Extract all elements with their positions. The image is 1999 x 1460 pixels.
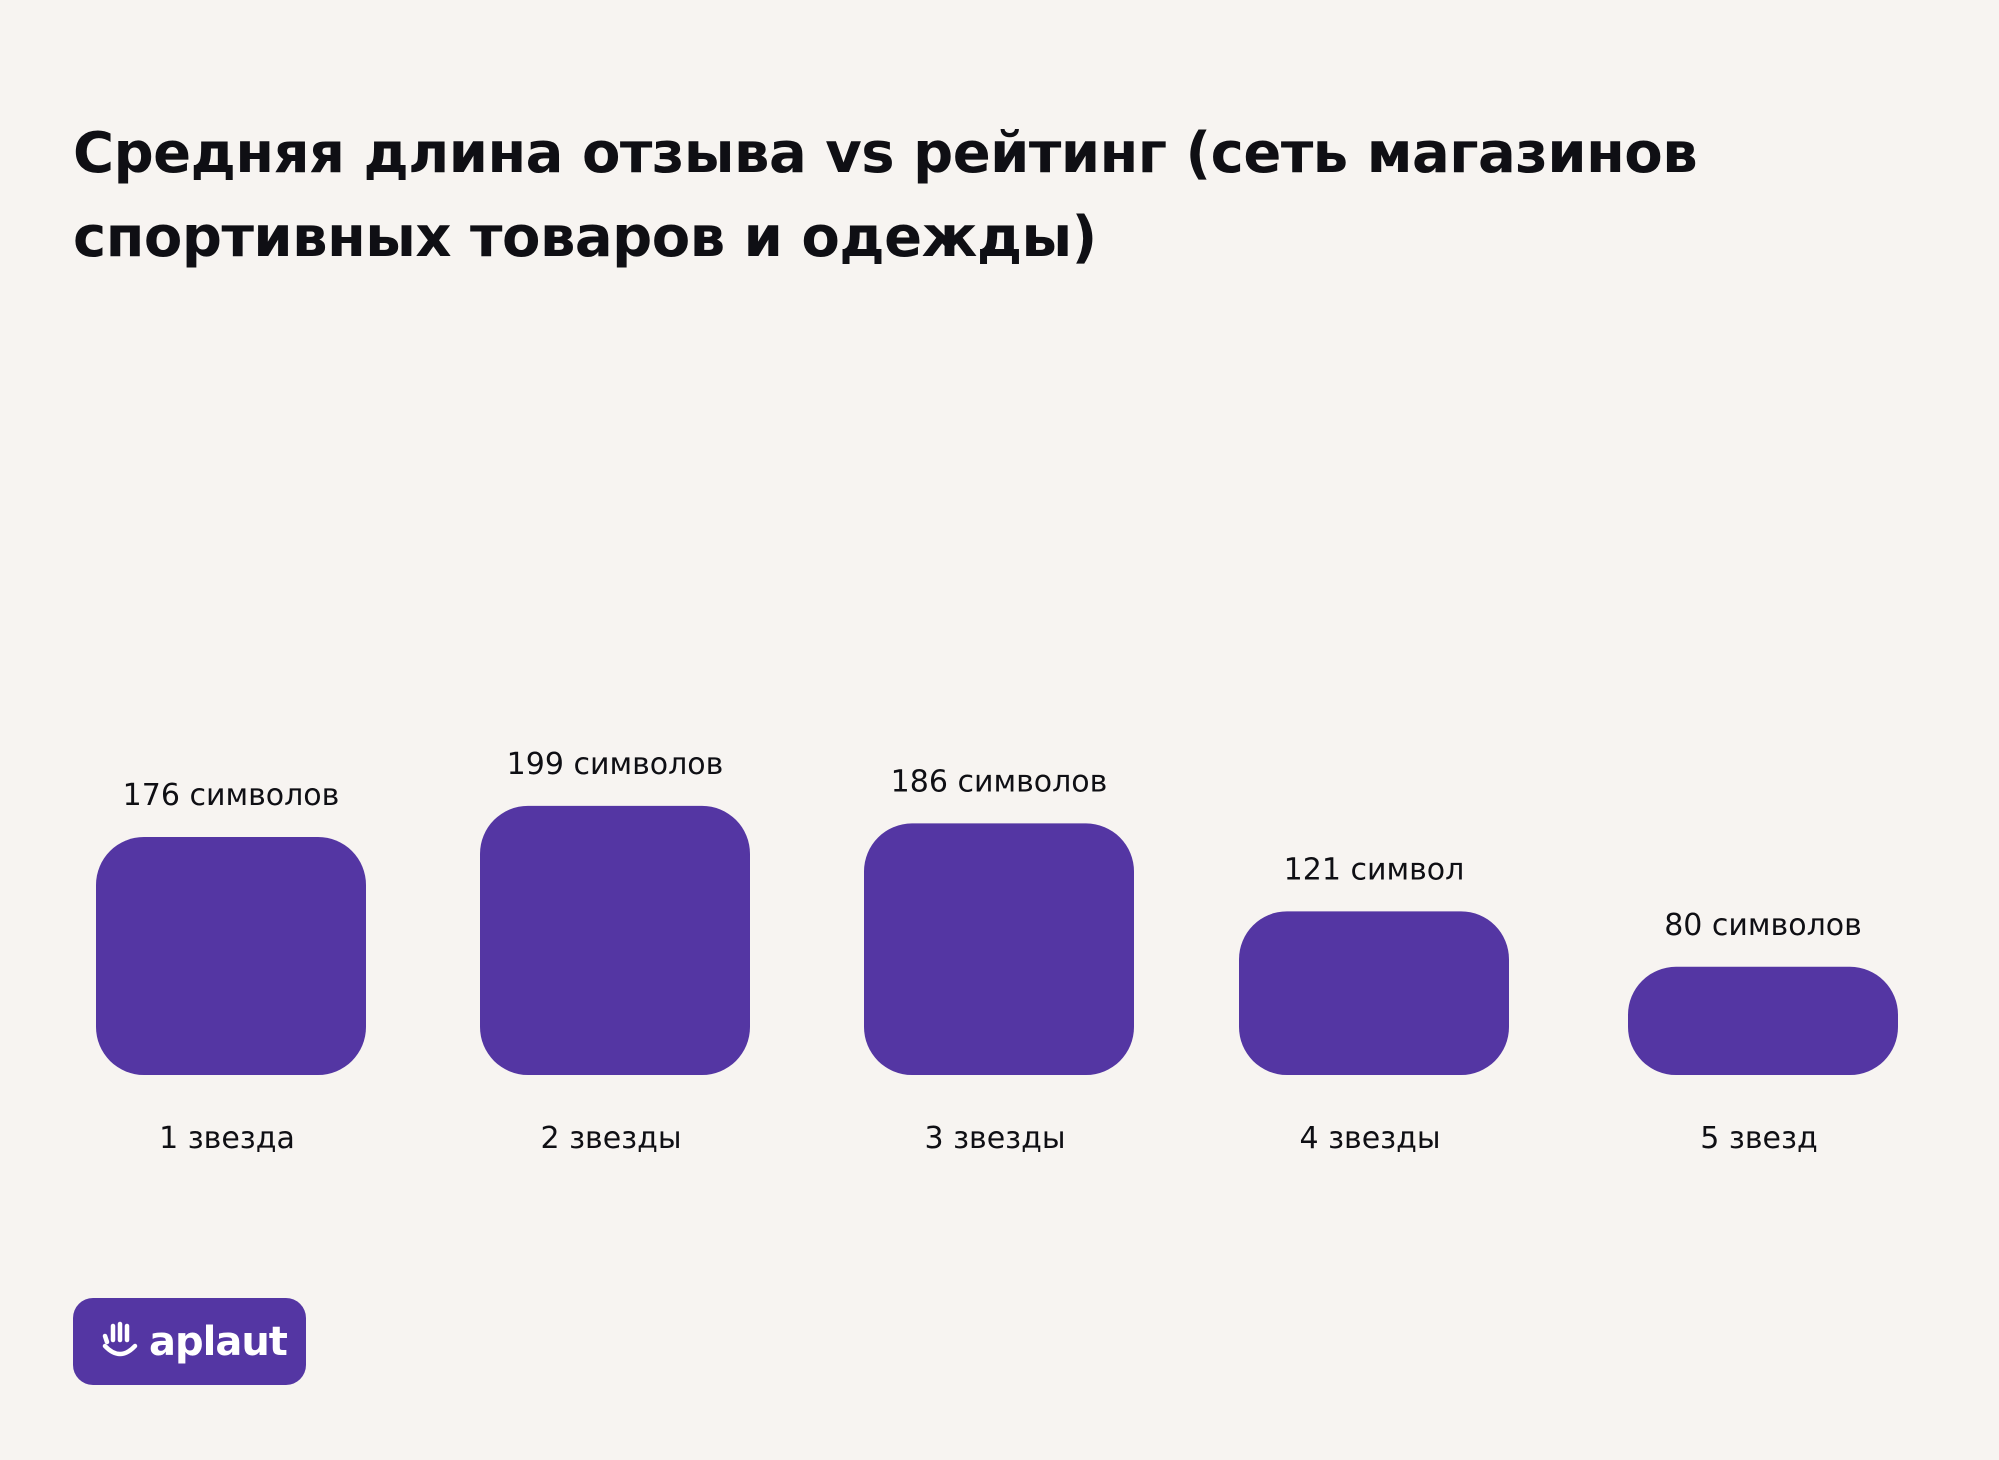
bar-5 [1628,966,1898,1075]
category-label-1: 1 звезда [159,1121,295,1156]
value-label-3: 186 символов [891,764,1108,799]
category-label-5: 5 звезд [1700,1121,1817,1156]
category-label-4: 4 звезды [1299,1121,1440,1156]
bar-2 [480,805,750,1075]
category-label-2: 2 звезды [540,1121,681,1156]
chart-title: Средняя длина отзыва vs рейтинг (сеть ма… [73,121,1698,270]
bar-chart: 176 символов 1 звезда 199 символов 2 звезды… [96,747,1898,1156]
bar-4 [1239,911,1509,1075]
value-label-2: 199 символов [507,747,724,782]
logo-text: aplaut [149,1318,288,1365]
bar-3 [864,823,1134,1075]
value-label-4: 121 символ [1284,852,1465,887]
category-label-3: 3 звезды [924,1121,1065,1156]
clapping-hand-icon [102,1321,138,1356]
aplaut-logo: aplaut [73,1298,306,1385]
bar-1 [96,836,366,1075]
value-label-1: 176 символов [123,778,340,813]
value-label-5: 80 символов [1664,908,1862,943]
